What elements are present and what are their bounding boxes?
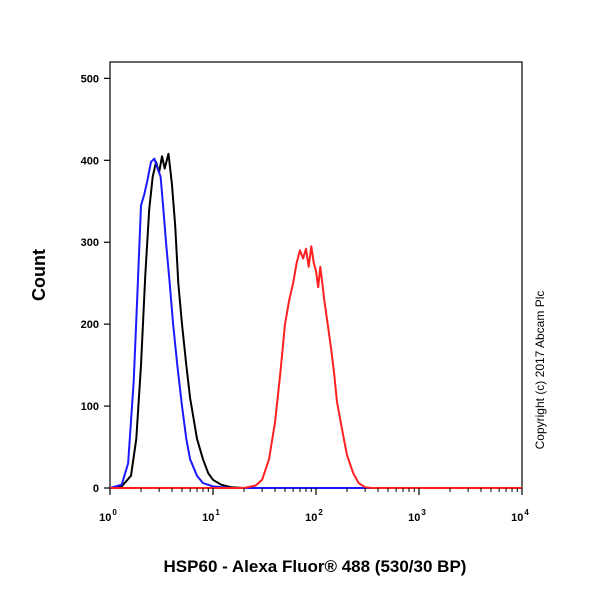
- x-tick-label: 100: [99, 508, 117, 524]
- y-tick-label: 100: [81, 401, 99, 413]
- x-tick-label: 103: [408, 508, 426, 524]
- y-tick-label: 300: [81, 237, 99, 249]
- x-axis: 100 101 102 103 104: [99, 488, 529, 524]
- x-tick-label: 101: [202, 508, 220, 524]
- x-tick-label: 104: [511, 508, 529, 524]
- series-line-3: [110, 245, 522, 489]
- y-tick-label: 400: [81, 155, 99, 167]
- x-axis-title: HSP60 - Alexa Fluor® 488 (530/30 BP): [164, 557, 467, 576]
- series-line-1: [109, 152, 522, 489]
- copyright-annotation: Copyright (c) 2017 Abcam Plc: [533, 291, 547, 450]
- y-axis-title: Count: [29, 249, 49, 301]
- x-tick-label: 102: [305, 508, 323, 524]
- series-layer: [109, 152, 522, 489]
- y-tick-label: 0: [93, 483, 99, 495]
- y-tick-label: 500: [81, 73, 99, 85]
- y-axis: 0 100 200 300 400 500: [81, 73, 110, 495]
- y-tick-label: 200: [81, 319, 99, 331]
- series-line-2: [109, 157, 522, 489]
